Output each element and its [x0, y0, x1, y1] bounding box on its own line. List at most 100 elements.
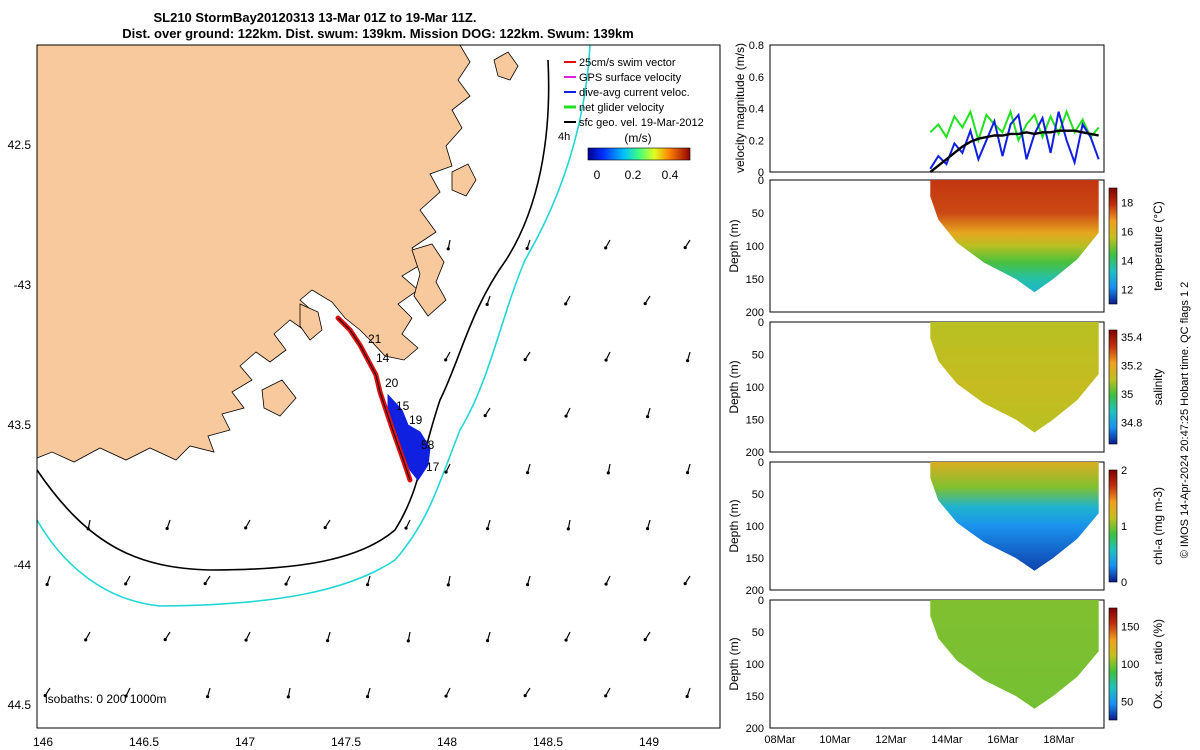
velocity-vector-head [604, 582, 608, 586]
velocity-vector-head [685, 471, 690, 475]
map-ytick: 44.5 [8, 698, 32, 712]
section-ylabel: Depth (m) [727, 219, 741, 272]
colorbar-tick: 100 [1121, 659, 1139, 671]
legend-swim-vector: 25cm/s swim vector [579, 57, 676, 69]
colorbar-label: chl-a (mg m-3) [1151, 487, 1165, 565]
colorbar-tick: 1 [1121, 521, 1127, 533]
time-tick: 10Mar [819, 734, 851, 746]
velocity-vector-head [683, 582, 687, 586]
section-ytick: 0 [758, 457, 764, 469]
velocity-vector-head [43, 694, 47, 698]
section-colorbar [1108, 329, 1118, 445]
track-label-6: 58 [421, 438, 435, 452]
map-ytick: -43 [14, 278, 32, 292]
colorbar-tick: 16 [1121, 227, 1133, 239]
time-tick: 18Mar [1043, 734, 1075, 746]
island-peninsula [411, 243, 447, 317]
section-ytick: 100 [746, 521, 764, 533]
velocity-vector-head [84, 638, 88, 642]
velocity-vector-head [564, 638, 568, 642]
island-bruny [299, 303, 323, 341]
colorbar-label: Ox. sat. ratio (%) [1151, 619, 1165, 709]
velocity-series-smoothed-speed [929, 129, 1099, 173]
velocity-vector-head [365, 583, 370, 587]
isobath-200m [36, 59, 550, 571]
section-ylabel: Depth (m) [727, 637, 741, 690]
velocity-series-net-glider-velocity [929, 108, 1100, 144]
velocity-vector-head [645, 527, 650, 531]
velocity-vector-head [643, 638, 647, 642]
velocity-vector-head [685, 694, 689, 699]
map-xtick: 148 [437, 735, 457, 749]
velocity-vector-head [483, 414, 487, 418]
velocity-vector-head [525, 246, 529, 251]
section-ytick: 150 [746, 553, 764, 565]
island-south [261, 379, 297, 417]
velocity-vector-head [566, 527, 570, 531]
track-label-1: 21 [368, 332, 382, 346]
legend-current-velocity: dive-avg current veloc. [579, 87, 690, 99]
time-tick: 12Mar [875, 734, 907, 746]
map-legend: 25cm/s swim vector GPS surface velocity … [558, 57, 704, 145]
section-colorbar [1108, 607, 1118, 721]
velocity-vector-head [86, 527, 90, 531]
track-label-5: 19 [409, 413, 423, 427]
velocity-ytick: 0.4 [749, 104, 764, 116]
section-ytick: 50 [752, 489, 764, 501]
velocity-vector-head [446, 583, 450, 587]
colorbar-tick: 150 [1121, 622, 1139, 634]
section-ytick: 0 [758, 317, 764, 329]
velocity-vector-head [163, 638, 167, 642]
colorbar-tick: 0.4 [662, 168, 679, 182]
legend-4h-label: 4h [558, 131, 570, 143]
velocity-vector-head [485, 302, 489, 307]
section-ylabel: Depth (m) [727, 499, 741, 552]
map-xtick: 149 [639, 735, 659, 749]
time-axis: 08Mar 10Mar 12Mar 14Mar 16Mar 18Mar [764, 734, 1075, 746]
velocity-vector-head [444, 694, 448, 698]
map-y-ticks: 42.5 -43 43.5 -44 44.5 [8, 138, 32, 712]
isobaths-label: isobaths: 0 200 1000m [45, 692, 166, 706]
map-frame [36, 44, 721, 729]
section-ytick: 200 [746, 723, 764, 735]
map-xtick: 148.5 [533, 735, 563, 749]
colorbar-tick: 35 [1121, 389, 1133, 401]
velocity-vector-head [45, 582, 49, 587]
velocity-ylabel: velocity magnitude (m/s) [733, 43, 747, 173]
velocity-ytick: 0 [758, 167, 764, 179]
section-ytick: 200 [746, 585, 764, 597]
velocity-vector-head [683, 246, 687, 250]
map-xtick: 147 [235, 735, 255, 749]
map-xtick: 147.5 [331, 735, 361, 749]
velocity-vector-head [604, 246, 608, 250]
glider-track: 21 14 20 15 19 58 17 [335, 315, 440, 483]
map-panel: 21 14 20 15 19 58 17 146 146.5 147 147.5… [8, 44, 721, 749]
colorbar-tick: 35.2 [1121, 361, 1142, 373]
track-label-4: 15 [396, 399, 410, 413]
section-ytick: 100 [746, 659, 764, 671]
surface-velocity-vectors [43, 239, 691, 699]
section-ylabel: Depth (m) [727, 360, 741, 413]
section-oxygen-saturation: 0 50 100 150 200 Depth (m) 50 100 150 Ox. sat. ra… [727, 595, 1165, 735]
colorbar-tick: 34.8 [1121, 418, 1142, 430]
colorbar-tick: 0 [594, 168, 601, 182]
speed-colorbar [587, 147, 691, 161]
velocity-vector-head [485, 639, 490, 643]
velocity-vector-head [643, 302, 647, 306]
section-ytick: 50 [752, 208, 764, 220]
section-ytick: 50 [752, 350, 764, 362]
velocity-ytick: 0.6 [749, 72, 764, 84]
time-tick: 16Mar [987, 734, 1019, 746]
map-ytick: 42.5 [8, 138, 32, 152]
velocity-vector-head [564, 302, 568, 306]
velocity-vector-head [284, 582, 288, 586]
map-ytick: -44 [14, 558, 32, 572]
section-ytick: 0 [758, 175, 764, 187]
velocity-vector-head [444, 358, 448, 362]
section-ytick: 100 [746, 382, 764, 394]
section-chl-a: 0 50 100 150 200 Depth (m) 0 1 2 chl-a (mg m-3) [727, 457, 1165, 597]
velocity-vector-head [525, 583, 530, 587]
section-ytick: 150 [746, 691, 764, 703]
